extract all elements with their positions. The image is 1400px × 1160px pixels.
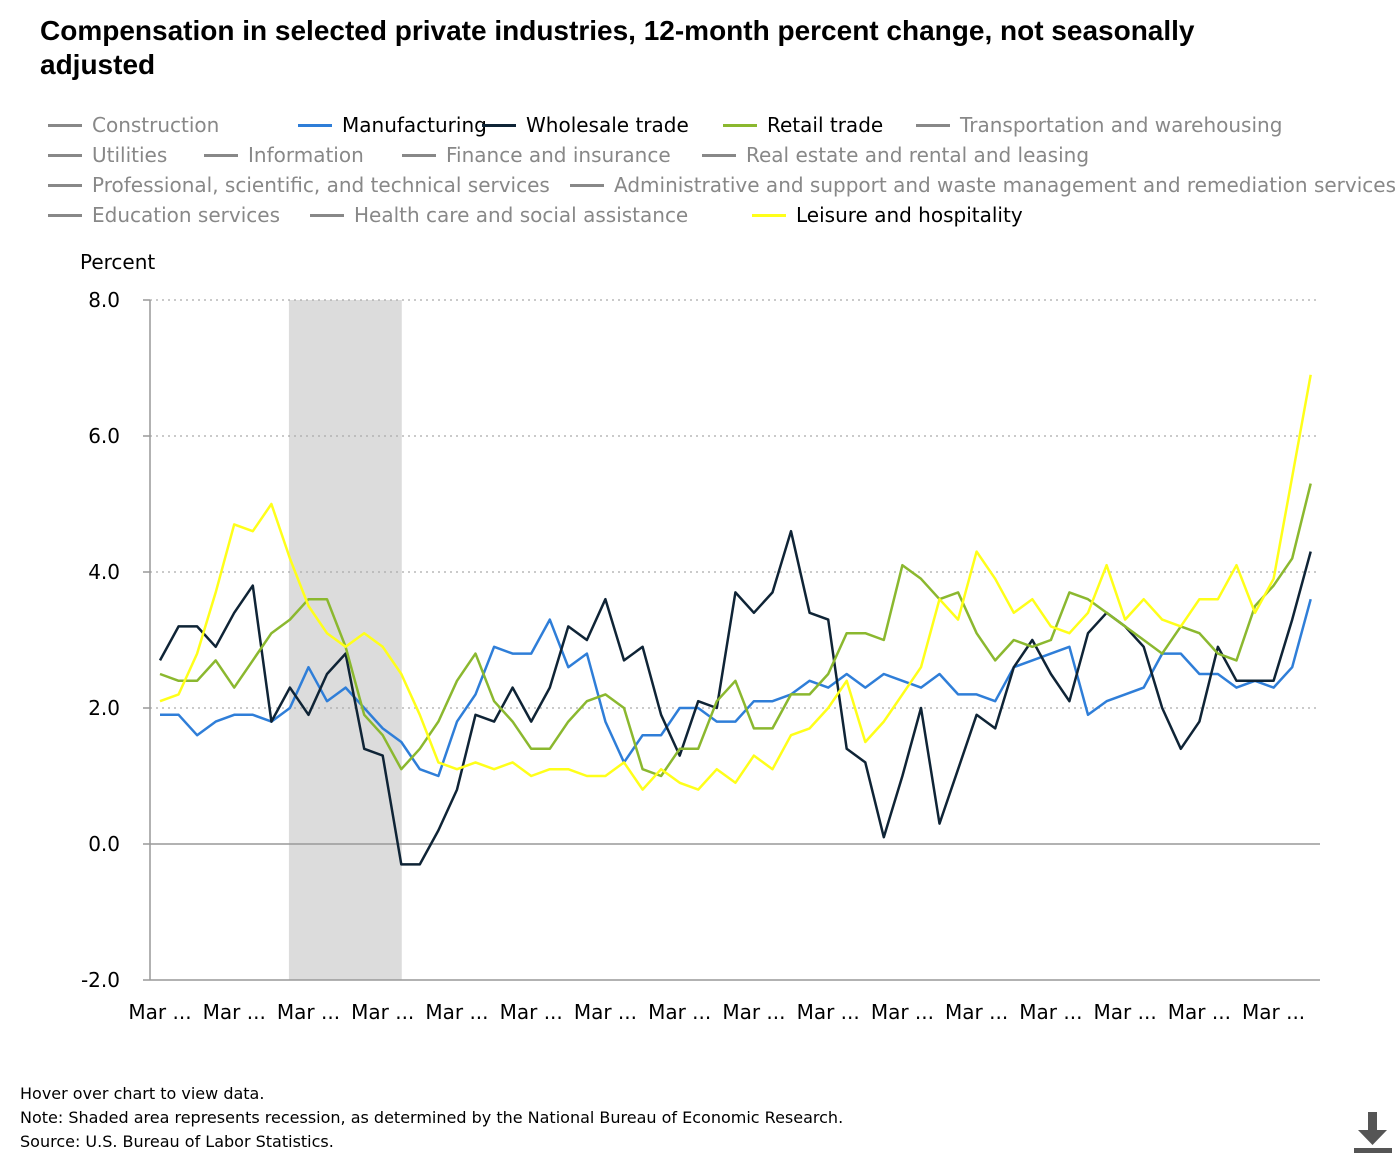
legend-swatch — [723, 123, 757, 127]
legend-label: Professional, scientific, and technical … — [92, 173, 550, 197]
recession-note: Note: Shaded area represents recession, … — [20, 1108, 844, 1127]
legend-swatch — [204, 153, 238, 157]
download-icon[interactable] — [1354, 1108, 1394, 1154]
legend-item[interactable]: Information — [204, 140, 364, 170]
legend-label: Information — [248, 143, 364, 167]
x-tick-label: Mar ... — [574, 1000, 637, 1024]
series-line-retail-trade — [159, 483, 1312, 778]
x-tick-label: Mar ... — [871, 1000, 934, 1024]
y-tick-label: 0.0 — [88, 832, 120, 856]
legend-item[interactable]: Leisure and hospitality — [752, 200, 1023, 230]
download-arrow-icon — [1354, 1112, 1392, 1153]
legend-item[interactable]: Utilities — [48, 140, 167, 170]
legend-swatch — [310, 213, 344, 217]
x-tick-label: Mar ... — [1242, 1000, 1305, 1024]
legend-label: Education services — [92, 203, 280, 227]
legend-swatch — [570, 183, 604, 187]
y-tick-label: -2.0 — [81, 968, 120, 992]
x-tick-label: Mar ... — [425, 1000, 488, 1024]
y-tick-label: 4.0 — [88, 560, 120, 584]
legend-swatch — [48, 183, 82, 187]
x-tick-label: Mar ... — [648, 1000, 711, 1024]
chart-footer: Hover over chart to view data. Note: Sha… — [20, 1082, 843, 1154]
legend-item[interactable]: Retail trade — [723, 110, 883, 140]
x-tick-label: Mar ... — [128, 1000, 191, 1024]
legend-item[interactable]: Manufacturing — [298, 110, 487, 140]
recession-shading — [288, 300, 402, 980]
y-tick-label: 2.0 — [88, 696, 120, 720]
legend-swatch — [402, 153, 436, 157]
legend-item[interactable]: Transportation and warehousing — [916, 110, 1282, 140]
x-tick-label: Mar ... — [203, 1000, 266, 1024]
legend-item[interactable]: Real estate and rental and leasing — [702, 140, 1089, 170]
legend-swatch — [482, 123, 516, 127]
series-line-manufacturing — [160, 598, 1312, 778]
x-tick-label: Mar ... — [722, 1000, 785, 1024]
legend-swatch — [48, 153, 82, 157]
legend-swatch — [702, 153, 736, 157]
legend-label: Leisure and hospitality — [796, 203, 1023, 227]
legend-label: Real estate and rental and leasing — [746, 143, 1090, 167]
x-tick-label: Mar ... — [1019, 1000, 1082, 1024]
legend-swatch — [916, 123, 950, 127]
legend-swatch — [48, 123, 82, 127]
legend-item[interactable]: Construction — [48, 110, 219, 140]
y-tick-label: 6.0 — [88, 424, 120, 448]
source-note: Source: U.S. Bureau of Labor Statistics. — [20, 1132, 334, 1151]
legend-label: Retail trade — [767, 113, 884, 137]
legend-item[interactable]: Wholesale trade — [482, 110, 689, 140]
legend-label: Finance and insurance — [446, 143, 671, 167]
x-tick-label: Mar ... — [500, 1000, 563, 1024]
x-tick-label: Mar ... — [277, 1000, 340, 1024]
chart-title: Compensation in selected private industr… — [40, 15, 1195, 80]
legend-label: Manufacturing — [342, 113, 487, 137]
legend-swatch — [752, 213, 786, 217]
legend-label: Health care and social assistance — [354, 203, 689, 227]
legend-label: Administrative and support and waste man… — [614, 173, 1397, 197]
y-axis-label: Percent — [80, 250, 155, 274]
legend-label: Wholesale trade — [526, 113, 689, 137]
legend-swatch — [48, 213, 82, 217]
legend-item[interactable]: Administrative and support and waste man… — [570, 170, 1396, 200]
x-tick-label: Mar ... — [945, 1000, 1008, 1024]
legend-label: Transportation and warehousing — [960, 113, 1283, 137]
legend-item[interactable]: Education services — [48, 200, 280, 230]
x-tick-label: Mar ... — [797, 1000, 860, 1024]
legend-swatch — [298, 123, 332, 127]
series-line-leisure-and-hospitality — [159, 374, 1312, 791]
x-tick-label: Mar ... — [1094, 1000, 1157, 1024]
x-tick-label: Mar ... — [351, 1000, 414, 1024]
y-tick-label: 8.0 — [88, 288, 120, 312]
line-chart[interactable]: Percent -2.0 0.0 2.0 4.0 6.0 8.0 Mar ... Mar ...… — [0, 240, 1400, 1050]
hover-hint: Hover over chart to view data. — [20, 1084, 265, 1103]
legend-label: Construction — [92, 113, 220, 137]
legend-item[interactable]: Health care and social assistance — [310, 200, 688, 230]
x-tick-label: Mar ... — [1168, 1000, 1231, 1024]
legend-item[interactable]: Professional, scientific, and technical … — [48, 170, 550, 200]
legend-label: Utilities — [92, 143, 168, 167]
legend-item[interactable]: Finance and insurance — [402, 140, 671, 170]
